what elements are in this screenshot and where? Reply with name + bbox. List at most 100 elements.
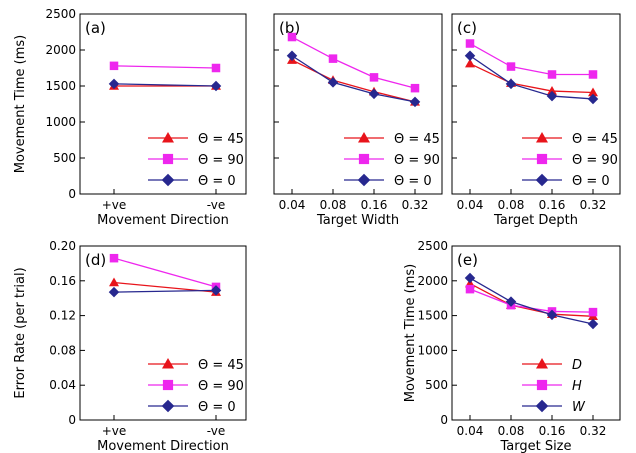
data-point <box>327 77 339 88</box>
legend-label: Θ = 90 <box>572 153 618 168</box>
legend-marker <box>162 358 174 369</box>
x-tick-label: +ve <box>102 424 127 438</box>
legend-marker <box>535 173 549 187</box>
y-tick-label: 0.20 <box>49 239 76 253</box>
legend-marker <box>161 173 175 187</box>
data-point <box>464 272 476 284</box>
series-line <box>113 257 217 288</box>
series-line <box>469 63 594 94</box>
x-tick-label: 0.04 <box>279 198 306 212</box>
legend-label: Θ = 45 <box>394 132 440 147</box>
legend-marker <box>357 173 371 187</box>
plot-frame <box>451 245 621 421</box>
y-tick-label: 0.08 <box>49 343 76 357</box>
legend-marker <box>162 379 174 391</box>
legend-label: Θ = 90 <box>198 153 244 168</box>
legend-label: Θ = 45 <box>198 358 244 373</box>
series-line <box>469 283 594 317</box>
data-point <box>588 307 598 317</box>
legend-marker <box>536 379 548 391</box>
x-tick-label: 0.08 <box>498 198 525 212</box>
data-point <box>506 62 516 71</box>
legend-marker <box>536 153 548 165</box>
x-tick-label: 0.32 <box>402 198 429 212</box>
legend-label: Θ = 90 <box>198 379 244 394</box>
y-tick-label: 0.16 <box>49 274 76 288</box>
data-point <box>210 80 222 92</box>
legend-label: Θ = 0 <box>198 400 236 415</box>
x-tick-label: 0.16 <box>539 198 566 212</box>
data-point <box>286 50 298 62</box>
data-point <box>211 63 221 73</box>
y-tick-label: 500 <box>425 378 448 392</box>
series-line <box>113 289 217 293</box>
x-tick-label: 0.08 <box>320 198 347 212</box>
panel-label: (a) <box>85 19 106 37</box>
series-line <box>291 55 416 103</box>
panel-label: (b) <box>279 19 300 37</box>
legend-marker <box>536 358 548 369</box>
data-point <box>109 277 119 287</box>
plot-frame <box>79 13 247 195</box>
series-line <box>469 42 593 76</box>
x-tick-label: -ve <box>207 198 226 212</box>
data-point <box>588 87 598 97</box>
panel-label: (d) <box>85 251 106 269</box>
x-tick-label: 0.16 <box>539 424 566 438</box>
data-point <box>465 58 475 68</box>
series-line <box>291 36 416 89</box>
series-line <box>469 55 594 100</box>
y-tick-label: 2000 <box>417 274 448 288</box>
data-point <box>587 318 599 330</box>
legend-marker <box>162 153 174 165</box>
data-point <box>108 286 120 298</box>
x-tick-label: 0.32 <box>580 198 607 212</box>
data-point <box>109 61 119 71</box>
legend-marker <box>535 399 549 413</box>
legend-label: H <box>572 379 582 394</box>
x-tick-label: 0.08 <box>498 424 525 438</box>
legend-label: D <box>572 358 582 373</box>
data-point <box>465 284 475 294</box>
data-point <box>465 39 475 48</box>
series-line <box>113 83 217 87</box>
x-axis-label: Target Width <box>316 213 399 228</box>
legend-label: Θ = 0 <box>572 174 610 189</box>
legend-label: Θ = 45 <box>572 132 618 147</box>
panel-label: (c) <box>457 19 477 37</box>
data-point <box>409 96 421 108</box>
data-point <box>505 296 517 307</box>
chart-panel-e: 0 500 1000 1500 2000 2500 0.04 0.08 0.16 0.32 Targ… <box>403 239 621 453</box>
plot-frame <box>451 13 621 195</box>
y-tick-label: 1000 <box>45 115 76 129</box>
x-tick-label: 0.16 <box>361 198 388 212</box>
data-point <box>588 70 598 79</box>
data-point <box>547 86 557 95</box>
y-axis-label: Movement Time (ms) <box>13 35 28 174</box>
legend-marker <box>358 132 370 143</box>
y-tick-label: 1000 <box>417 343 448 357</box>
legend-marker <box>358 153 370 165</box>
legend-label: Θ = 0 <box>198 174 236 189</box>
y-tick-label: 1500 <box>417 309 448 323</box>
y-tick-label: 2000 <box>45 43 76 57</box>
x-axis-label: Target Size <box>499 439 571 453</box>
x-tick-label: -ve <box>207 424 226 438</box>
y-tick-label: 2500 <box>417 239 448 253</box>
x-tick-label: 0.32 <box>580 424 607 438</box>
plot-frame <box>273 13 443 195</box>
plot-frame <box>79 245 247 421</box>
legend-marker <box>161 399 175 413</box>
legend-marker <box>162 132 174 143</box>
data-point <box>108 78 120 90</box>
data-point <box>505 78 517 90</box>
y-tick-label: 0 <box>68 413 76 427</box>
y-tick-label: 1500 <box>45 79 76 93</box>
y-axis-label: Movement Time (ms) <box>403 264 418 403</box>
data-point <box>546 90 558 102</box>
legend-marker <box>536 132 548 143</box>
